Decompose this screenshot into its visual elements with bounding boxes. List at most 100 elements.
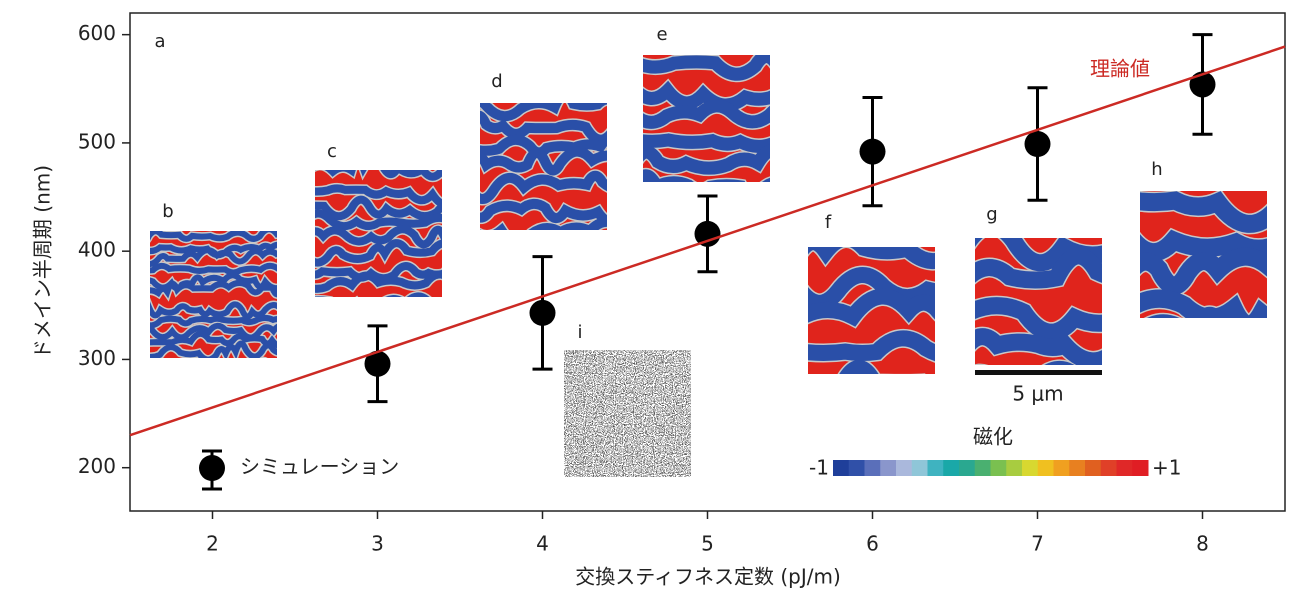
domain <box>150 279 277 299</box>
panel-label: f <box>825 212 832 233</box>
colorbar-cell <box>1116 460 1133 476</box>
scale-bar-label: 5 μm <box>1012 382 1063 406</box>
legend-label: シミュレーション <box>240 455 399 479</box>
x-tick-label: 7 <box>1031 532 1044 556</box>
domain <box>150 314 277 329</box>
panel-label: e <box>656 24 667 45</box>
colorbar-cell <box>848 460 865 476</box>
y-tick-label: 600 <box>78 21 116 45</box>
line-label: 理論値 <box>1090 57 1150 81</box>
data-point <box>859 138 886 165</box>
domain <box>975 247 1102 289</box>
y-axis-label: ドメイン半周期 (nm) <box>31 165 55 359</box>
colorbar-cell <box>833 460 850 476</box>
inset-image <box>480 103 607 230</box>
domain <box>975 328 1102 365</box>
domain <box>480 103 607 122</box>
domain <box>808 330 935 362</box>
domain <box>150 330 277 349</box>
scale-bar <box>975 370 1102 375</box>
domain <box>1140 289 1267 318</box>
panel-label: i <box>577 322 582 343</box>
colorbar-cell <box>1100 460 1117 476</box>
domain <box>643 55 770 81</box>
colorbar-label: 磁化 <box>973 425 1013 449</box>
domain <box>140 361 297 374</box>
domain <box>315 292 430 297</box>
domain <box>315 195 442 221</box>
colorbar-tick-label: -1 <box>809 456 829 480</box>
domain <box>150 340 277 358</box>
y-tick-label: 500 <box>78 129 116 153</box>
y-tick-label: 300 <box>78 346 116 370</box>
domain <box>315 270 442 293</box>
x-tick-label: 2 <box>206 532 219 556</box>
panel-label: b <box>162 201 173 222</box>
x-tick-label: 8 <box>1196 532 1209 556</box>
inset-image <box>643 55 770 182</box>
x-tick-label: 4 <box>536 532 549 556</box>
colorbar-cell <box>911 460 928 476</box>
panel-label: d <box>491 71 502 92</box>
x-tick-label: 6 <box>866 532 879 556</box>
colorbar-cell <box>1053 460 1070 476</box>
domain <box>480 133 607 158</box>
domain <box>150 301 277 320</box>
domain <box>315 209 442 231</box>
data-point <box>694 220 721 247</box>
colorbar-cell <box>1037 460 1054 476</box>
domain-edge <box>194 356 268 358</box>
colorbar-tick-label: +1 <box>1152 456 1181 480</box>
y-tick-label: 400 <box>78 238 116 262</box>
domain <box>480 146 607 176</box>
domain <box>643 144 770 175</box>
domain <box>150 247 277 268</box>
x-axis-label: 交換スティフネス定数 (pJ/m) <box>575 565 841 589</box>
colorbar-cell <box>1085 460 1102 476</box>
domain <box>643 133 770 153</box>
data-point <box>1189 71 1216 98</box>
inset-image <box>564 350 691 477</box>
colorbar-cell <box>896 460 913 476</box>
inset-image <box>808 247 935 374</box>
domain <box>480 170 607 204</box>
colorbar-cell <box>927 460 944 476</box>
domain-edge <box>1144 305 1229 318</box>
domain <box>315 225 442 249</box>
domain <box>315 170 442 181</box>
panel-label: h <box>1151 159 1162 180</box>
domain-edge <box>315 290 432 297</box>
data-point <box>529 299 556 326</box>
inset-image <box>1140 191 1267 318</box>
panel-label: g <box>986 204 997 225</box>
domain <box>150 322 277 341</box>
domain <box>480 110 607 145</box>
colorbar-cell <box>1006 460 1023 476</box>
domain <box>1140 229 1267 262</box>
domain <box>480 198 607 227</box>
inset-image <box>140 231 297 374</box>
domain <box>315 184 442 208</box>
colorbar-cell <box>959 460 976 476</box>
domain <box>808 288 935 327</box>
colorbar-cell <box>974 460 991 476</box>
legend-marker <box>199 455 225 481</box>
domain <box>643 99 770 129</box>
data-point <box>1024 130 1051 157</box>
y-tick-label: 200 <box>78 454 116 478</box>
colorbar-cell <box>864 460 881 476</box>
colorbar-cell <box>943 460 960 476</box>
domain <box>480 216 607 230</box>
colorbar-cell <box>990 460 1007 476</box>
colorbar-cell <box>880 460 897 476</box>
x-tick-label: 5 <box>701 532 714 556</box>
inset-image <box>975 238 1102 365</box>
domain <box>1140 191 1267 233</box>
domain <box>150 231 277 242</box>
inset-image <box>315 170 442 297</box>
panel-label: a <box>154 31 165 52</box>
domain <box>1140 247 1267 295</box>
colorbar-cell <box>1069 460 1086 476</box>
x-tick-label: 3 <box>371 532 384 556</box>
